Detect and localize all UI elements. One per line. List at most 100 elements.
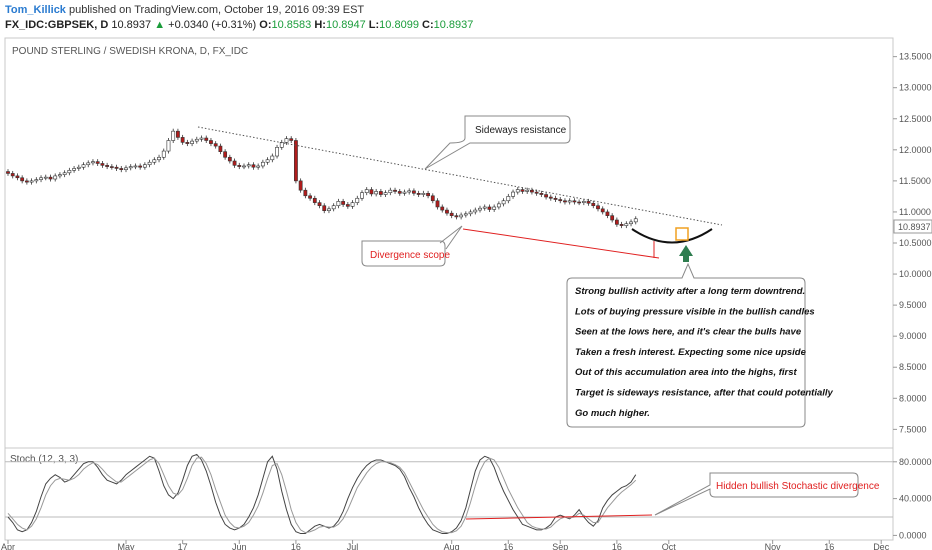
chart-title: POUND STERLING / SWEDISH KRONA, D, FX_ID… — [12, 46, 248, 57]
candle-bull — [91, 161, 95, 164]
author-link[interactable]: Tom_Killick — [5, 4, 66, 16]
candle-bear — [294, 140, 298, 182]
candle-bull — [364, 189, 369, 193]
candle-bear — [449, 212, 454, 216]
low-label: L: — [368, 19, 380, 31]
candle-bull — [256, 165, 261, 168]
time-axis[interactable]: Apr May 17 Jun 16 Jul Aug 16 Sep 16 Oct Nov 16 Dec — [1, 540, 890, 550]
stoch-divergence-callout[interactable]: Hidden bullish Stochastic divergence — [654, 472, 880, 516]
analysis-note-line: Strong bullish activity after a long ter… — [575, 286, 805, 297]
candle-bull — [53, 175, 58, 180]
analysis-note-line: Target is sideways resistance, after tha… — [575, 388, 834, 399]
candle-bull — [374, 191, 379, 195]
candle-bull — [161, 150, 166, 158]
candle-bear — [114, 166, 119, 169]
candle-bear — [303, 189, 308, 197]
candle-bear — [345, 204, 350, 207]
candle-bear — [213, 143, 218, 147]
candle-bear — [289, 138, 294, 141]
price-axis[interactable]: 13.5000 13.0000 12.5000 12.0000 11.5000 11.00… — [893, 52, 932, 435]
candle-bear — [317, 202, 322, 207]
svg-text:10.8937: 10.8937 — [898, 222, 931, 232]
candle-bear — [614, 219, 619, 225]
accumulation-arc[interactable] — [631, 228, 713, 244]
candle-bear — [445, 209, 449, 214]
candle-bull — [194, 138, 199, 142]
candle-bull — [58, 174, 62, 177]
candle-bear — [393, 189, 397, 192]
stoch-divergence-line[interactable] — [465, 514, 653, 520]
publish-text: published on TradingView.com, October 19… — [69, 4, 365, 16]
candle-bear — [237, 165, 242, 167]
candle-bear — [6, 171, 10, 174]
candle-bear — [138, 165, 143, 168]
price-chart[interactable]: POUND STERLING / SWEDISH KRONA, D, FX_ID… — [0, 36, 932, 550]
candle-bull — [629, 221, 633, 225]
candle-bull — [246, 164, 251, 167]
analysis-note-callout[interactable]: Strong bullish activity after a long ter… — [566, 262, 834, 428]
candle-bear — [591, 202, 596, 207]
candle-bull — [43, 176, 48, 179]
latest-candle-highlight — [675, 227, 689, 241]
candle-bull — [199, 137, 204, 140]
publish-info: Tom_Killick published on TradingView.com… — [5, 4, 364, 16]
candle-bull — [171, 130, 176, 141]
sideways-resistance-label: Sideways resistance — [475, 125, 567, 136]
stoch-axis[interactable]: 80.0000 40.0000 0.0000 — [5, 457, 932, 541]
up-arrow-icon — [679, 245, 693, 262]
time-tick-label: Aug — [444, 542, 460, 550]
candle-bear — [378, 191, 383, 195]
candle-bear — [596, 205, 600, 210]
quote-line: FX_IDC:GBPSEK, D 10.8937 ▲ +0.0340 (+0.3… — [5, 19, 473, 31]
time-tick-label: Jun — [232, 542, 247, 550]
candle-bull — [270, 155, 275, 161]
candle-bull — [402, 191, 407, 194]
symbol-label[interactable]: FX_IDC:GBPSEK, D — [5, 19, 109, 31]
candle-bear — [204, 137, 209, 141]
sideways-resistance-line[interactable] — [197, 126, 723, 226]
price-change: +0.0340 (+0.31%) — [168, 19, 257, 31]
sideways-resistance-callout[interactable]: Sideways resistance — [424, 115, 571, 170]
divergence-scope-callout[interactable]: Divergence scope — [361, 225, 463, 267]
candle-bear — [548, 196, 553, 199]
candle-bear — [48, 176, 53, 180]
candle-bull — [478, 207, 482, 211]
time-tick-label: May — [117, 542, 135, 550]
time-tick-label: 17 — [178, 542, 188, 550]
time-tick-label: Nov — [765, 542, 782, 550]
candle-bear — [619, 224, 624, 226]
candle-bear — [185, 142, 190, 144]
stoch-k-line — [7, 453, 637, 535]
chart-header: Tom_Killick published on TradingView.com… — [0, 0, 932, 36]
time-tick-label: 16 — [291, 542, 301, 550]
price-tick-label: 11.0000 — [899, 207, 931, 217]
candle-bear — [180, 137, 185, 143]
candle-bear — [308, 195, 312, 199]
candle-bull — [29, 180, 34, 183]
candle-bear — [15, 175, 20, 179]
low-value: 10.8099 — [379, 19, 419, 31]
candle-bull — [482, 206, 487, 209]
candle-bull — [407, 190, 412, 193]
price-tick-label: 13.0000 — [899, 83, 932, 93]
close-label: C: — [422, 19, 434, 31]
divergence-scope-line[interactable] — [462, 228, 660, 259]
analysis-note-line: Seen at the lows here, and it's clear th… — [575, 327, 802, 338]
price-tick-label: 9.0000 — [899, 331, 927, 341]
stoch-tick-label: 40.0000 — [899, 494, 932, 504]
time-tick-label: Dec — [873, 542, 890, 550]
analysis-note-line: Lots of buying pressure visible in the b… — [575, 306, 815, 317]
candle-bull — [468, 211, 473, 215]
analysis-note-line: Out of this accumulation area into the h… — [575, 367, 798, 378]
time-tick-label: Jul — [347, 542, 359, 550]
candle-bull — [39, 177, 43, 180]
stoch-divergence-label: Hidden bullish Stochastic divergence — [716, 481, 880, 492]
price-tick-label: 10.0000 — [899, 269, 932, 279]
candle-bear — [109, 166, 114, 168]
candle-bear — [558, 199, 563, 202]
candle-bull — [67, 170, 72, 174]
candle-bull — [265, 159, 270, 163]
analysis-note-line: Go much higher. — [575, 408, 650, 419]
candle-bear — [610, 215, 615, 221]
candles — [6, 128, 638, 229]
